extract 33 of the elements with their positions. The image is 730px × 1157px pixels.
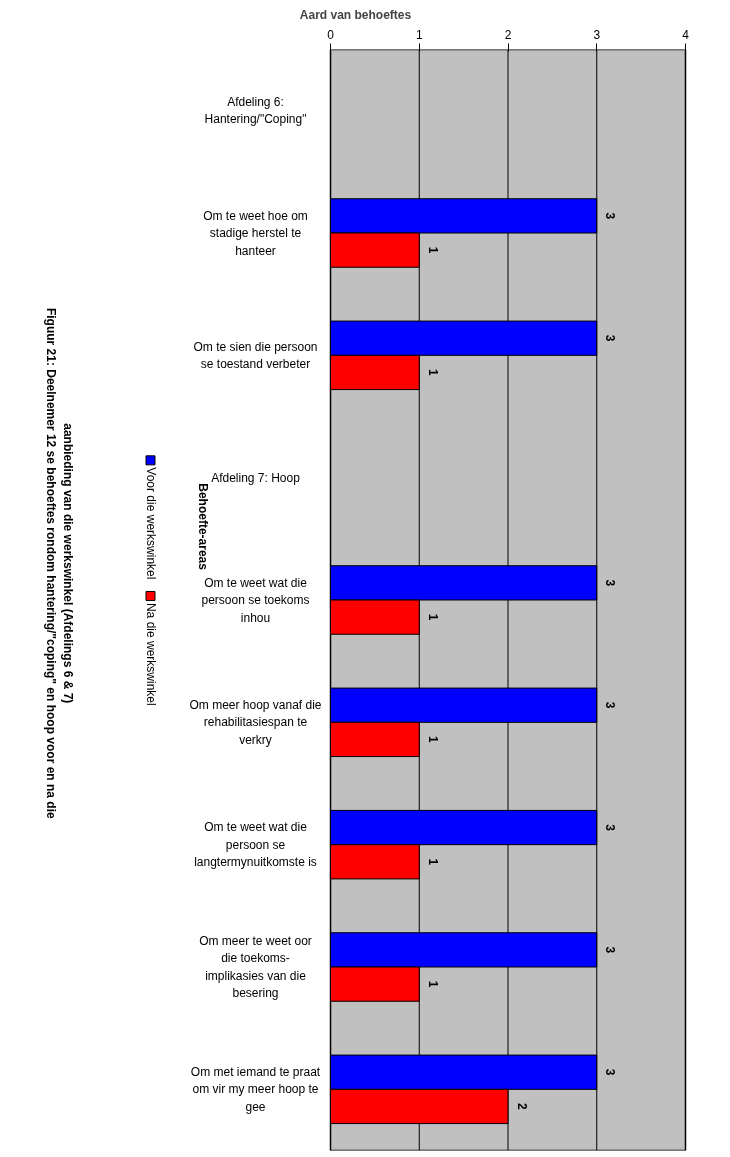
x-tick-label: 0: [327, 27, 335, 42]
y-tick-label: Afdeling 6: Hantering/"Coping": [204, 94, 307, 127]
y-tick-label: Om te weet wat die persoon se toekoms inhou: [201, 575, 310, 625]
data-label: 2: [514, 1103, 529, 1111]
data-label: 3: [603, 334, 618, 342]
data-label: 3: [603, 1068, 618, 1076]
y-tick-label: Om met iemand te praat om vir my meer hoop te gee: [190, 1064, 321, 1114]
x-axis-title: Aard van behoeftes: [299, 7, 412, 22]
x-tick-label: 2: [504, 27, 512, 42]
data-label: 3: [603, 701, 618, 709]
data-label: 1: [425, 858, 440, 866]
data-label: 3: [603, 946, 618, 954]
data-label: 1: [425, 369, 440, 377]
legend-label: Na die werkswinkel: [143, 602, 158, 706]
y-tick-label: Om meer te weet oor die toekoms-implikasies van die besering: [199, 933, 312, 1001]
data-label: 3: [603, 579, 618, 587]
legend-label: Voor die werkswinkel: [143, 467, 158, 580]
data-label: 1: [425, 613, 440, 621]
y-tick-label: Afdeling 7: Hoop: [211, 470, 301, 485]
data-label: 3: [603, 824, 618, 832]
text: Figuur 21: Deelnemer 12 se behoeftes rondom hantering/"coping" en hoop voor en na die aanbieding van die werkswinkel (Afdelings 6 & 7): [43, 307, 75, 820]
data-label: 3: [603, 212, 618, 220]
x-tick-label: 3: [593, 27, 601, 42]
y-tick-label: Om te sien die persoon se toestand verbeter: [193, 339, 318, 372]
x-tick-label: 4: [682, 27, 690, 42]
y-tick-label: Om te weet hoe om stadige herstel te hanteer: [203, 208, 308, 258]
data-label: 1: [425, 246, 440, 254]
data-label: 1: [425, 736, 440, 744]
y-tick-label: Om te weet wat die persoon se langtermynuitkomste is: [194, 820, 317, 870]
y-tick-label: Om meer hoop vanaf die rehabilitasiespan te verkry: [189, 697, 322, 747]
data-label: 1: [425, 980, 440, 988]
y-axis-title: Behoefte-areas: [195, 483, 210, 571]
x-tick-label: 1: [415, 27, 423, 42]
